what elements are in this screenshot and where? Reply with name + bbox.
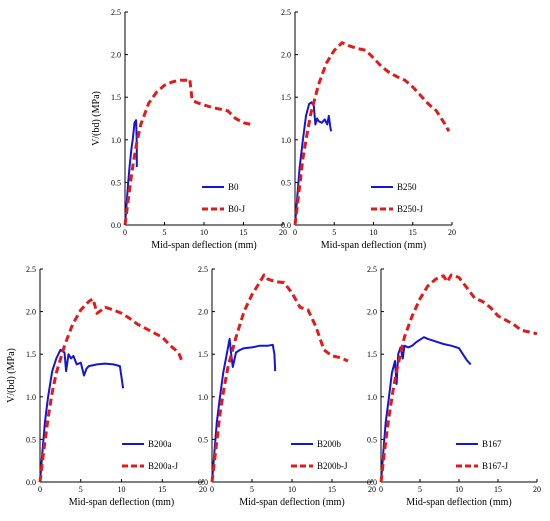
x-tick-label: 15 (158, 485, 166, 494)
legend-label: B0 (228, 182, 239, 192)
legend-label: B0-J (228, 204, 246, 214)
x-tick-label: 10 (455, 485, 463, 494)
x-tick-label: 10 (200, 228, 208, 237)
x-tick-label: 20 (533, 485, 541, 494)
y-tick-label: 2.0 (26, 308, 36, 317)
x-tick-label: 0 (210, 485, 214, 494)
x-tick-label: 15 (409, 228, 417, 237)
legend-label: B200b (317, 439, 342, 449)
y-tick-label: 1.0 (111, 136, 121, 145)
y-tick-label: 1.5 (198, 350, 208, 359)
x-axis-label: Mid-span deflection (mm) (69, 497, 175, 508)
y-tick-label: 2.5 (367, 265, 377, 274)
y-tick-label: 1.5 (26, 350, 36, 359)
x-tick-label: 0 (123, 228, 127, 237)
y-tick-label: 0.5 (281, 178, 291, 187)
x-axis-label: Mid-span deflection (mm) (406, 497, 512, 508)
x-tick-label: 5 (250, 485, 254, 494)
x-tick-label: 15 (240, 228, 248, 237)
y-tick-label: 0.0 (111, 221, 121, 230)
x-axis-label: Mid-span deflection (mm) (239, 497, 345, 508)
y-axis-label: V/(bd) (MPa) (6, 348, 17, 403)
legend-label: B200a-J (148, 461, 178, 471)
legend-label: B167-J (482, 461, 509, 471)
x-tick-label: 0 (379, 485, 383, 494)
x-axis-label: Mid-span deflection (mm) (151, 240, 257, 251)
x-tick-label: 5 (418, 485, 422, 494)
y-tick-label: 0.5 (26, 435, 36, 444)
x-tick-label: 5 (163, 228, 167, 237)
y-tick-label: 0.5 (111, 178, 121, 187)
legend-label: B250-J (397, 204, 424, 214)
y-tick-label: 0.0 (367, 478, 377, 487)
x-tick-label: 5 (79, 485, 83, 494)
series-line-B200a (39, 348, 125, 483)
x-tick-label: 0 (293, 228, 297, 237)
y-tick-label: 1.0 (26, 393, 36, 402)
y-tick-label: 0.0 (26, 478, 36, 487)
y-tick-label: 2.0 (111, 51, 121, 60)
y-tick-label: 2.5 (26, 265, 36, 274)
x-tick-label: 10 (288, 485, 296, 494)
y-axis-label: V/(bd) (MPa) (91, 91, 102, 146)
y-tick-label: 2.5 (281, 8, 291, 17)
x-tick-label: 20 (279, 228, 287, 237)
x-tick-label: 10 (370, 228, 378, 237)
y-tick-label: 2.0 (198, 308, 208, 317)
y-tick-label: 2.5 (198, 265, 208, 274)
y-tick-label: 2.0 (281, 51, 291, 60)
y-tick-label: 1.5 (111, 93, 121, 102)
y-tick-label: 1.5 (367, 350, 377, 359)
y-tick-label: 0.0 (281, 221, 291, 230)
y-tick-label: 0.5 (367, 435, 377, 444)
y-tick-label: 2.5 (111, 8, 121, 17)
series-line-B167 (380, 336, 472, 483)
x-tick-label: 10 (118, 485, 126, 494)
y-tick-label: 0.5 (198, 435, 208, 444)
y-tick-label: 1.5 (281, 93, 291, 102)
chart-panel-1: 0 5 10 15 20 0.0 0.5 1.0 1.5 2.0 2.5 Mid-span defle… (91, 8, 287, 251)
x-tick-label: 15 (494, 485, 502, 494)
x-axis-label: Mid-span deflection (mm) (321, 240, 427, 251)
series-line-B200a-J (38, 297, 184, 483)
series-line-B250 (294, 101, 333, 226)
x-tick-label: 5 (332, 228, 336, 237)
y-tick-label: 0.0 (198, 478, 208, 487)
legend-label: B200a (148, 439, 172, 449)
series-line-B0-J (123, 77, 252, 226)
legend-label: B167 (482, 439, 502, 449)
legend-label: B250 (397, 182, 417, 192)
y-tick-label: 1.0 (198, 393, 208, 402)
series-line-B167-J (379, 273, 538, 483)
y-tick-label: 1.0 (367, 393, 377, 402)
x-tick-label: 20 (199, 485, 207, 494)
series-line-B200b-J (210, 273, 349, 483)
series-line-B0 (124, 119, 138, 226)
y-tick-label: 1.0 (281, 136, 291, 145)
y-tick-label: 2.0 (367, 308, 377, 317)
x-tick-label: 0 (38, 485, 42, 494)
series-line-B200b (211, 337, 277, 483)
x-tick-label: 15 (328, 485, 336, 494)
series-line-B250-J (293, 41, 451, 226)
legend-label: B200b-J (317, 461, 348, 471)
x-tick-label: 20 (368, 485, 376, 494)
x-tick-label: 20 (448, 228, 456, 237)
